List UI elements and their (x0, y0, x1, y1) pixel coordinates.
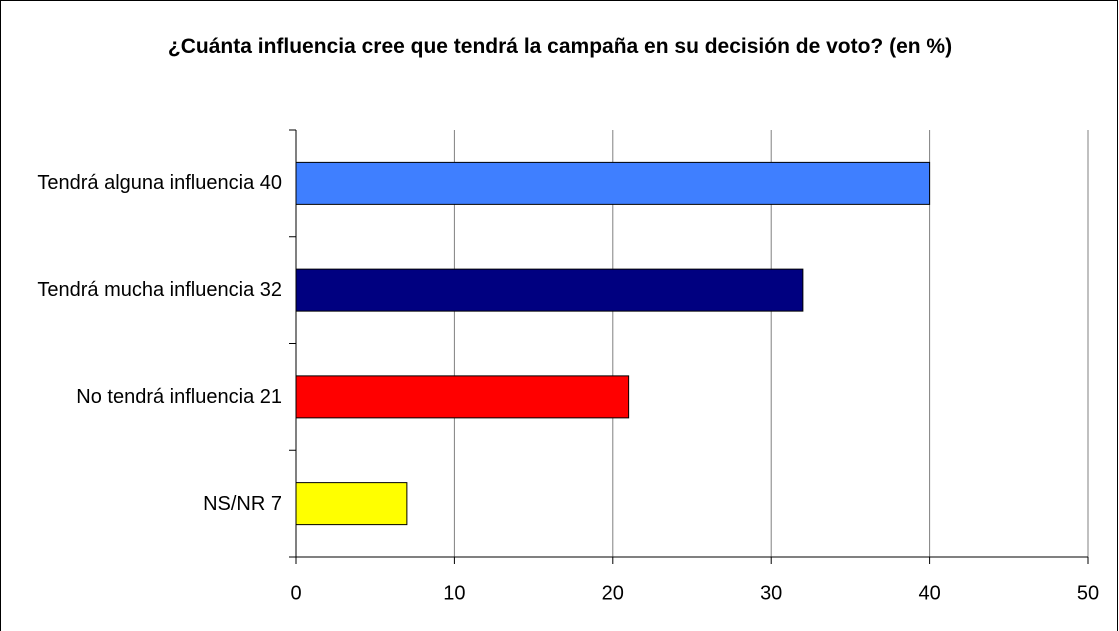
category-label-box: No tendrá influencia 21 (0, 357, 282, 437)
x-tick-label: 40 (918, 582, 940, 604)
chart-title: ¿Cuánta influencia cree que tendrá la ca… (167, 35, 953, 58)
y-tick-label: NS/NR 7 (203, 492, 282, 515)
y-tick-label: No tendrá influencia 21 (76, 385, 282, 408)
x-tick-label: 10 (443, 582, 465, 604)
x-tick-label: 20 (602, 582, 624, 604)
category-label-box: Tendrá mucha influencia 32 (0, 250, 282, 330)
bar (295, 268, 804, 312)
x-tick-label: 30 (760, 582, 782, 604)
bar (295, 375, 630, 419)
bar (295, 161, 931, 205)
x-tick-label: 0 (290, 582, 301, 604)
x-tick-label: 50 (1077, 582, 1099, 604)
y-tick-label: Tendrá alguna influencia 40 (37, 172, 282, 195)
category-label-box: NS/NR 7 (0, 464, 282, 544)
category-label-box: Tendrá alguna influencia 40 (0, 143, 282, 223)
y-tick-label: Tendrá mucha influencia 32 (37, 279, 282, 302)
bar (295, 482, 408, 526)
